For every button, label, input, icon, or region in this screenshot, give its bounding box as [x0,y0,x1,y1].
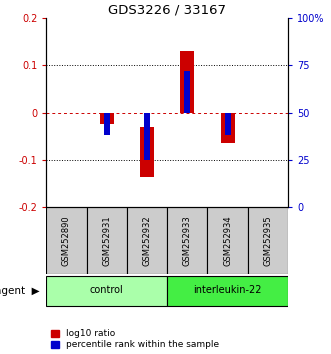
Bar [46,275,167,306]
Bar [100,113,114,124]
Bar [46,207,87,274]
Bar [208,207,248,274]
Text: agent  ▶: agent ▶ [0,286,40,296]
Bar [167,275,288,306]
Text: GSM252890: GSM252890 [62,215,71,266]
Bar [127,207,167,274]
Text: control: control [90,285,123,295]
Text: GSM252934: GSM252934 [223,215,232,266]
Bar [184,71,190,113]
Legend: log10 ratio, percentile rank within the sample: log10 ratio, percentile rank within the … [51,329,219,349]
Bar [87,207,127,274]
Text: GSM252935: GSM252935 [263,215,272,266]
Bar [224,113,231,135]
Bar [180,51,194,113]
Title: GDS3226 / 33167: GDS3226 / 33167 [108,4,226,17]
Text: GSM252931: GSM252931 [102,215,111,266]
Text: GSM252933: GSM252933 [183,215,192,266]
Bar [248,207,288,274]
Text: interleukin-22: interleukin-22 [193,285,262,295]
Bar [144,113,150,160]
Bar [220,113,235,143]
Bar [104,113,110,135]
Text: GSM252932: GSM252932 [143,215,152,266]
Bar [167,207,208,274]
Bar [140,127,154,177]
